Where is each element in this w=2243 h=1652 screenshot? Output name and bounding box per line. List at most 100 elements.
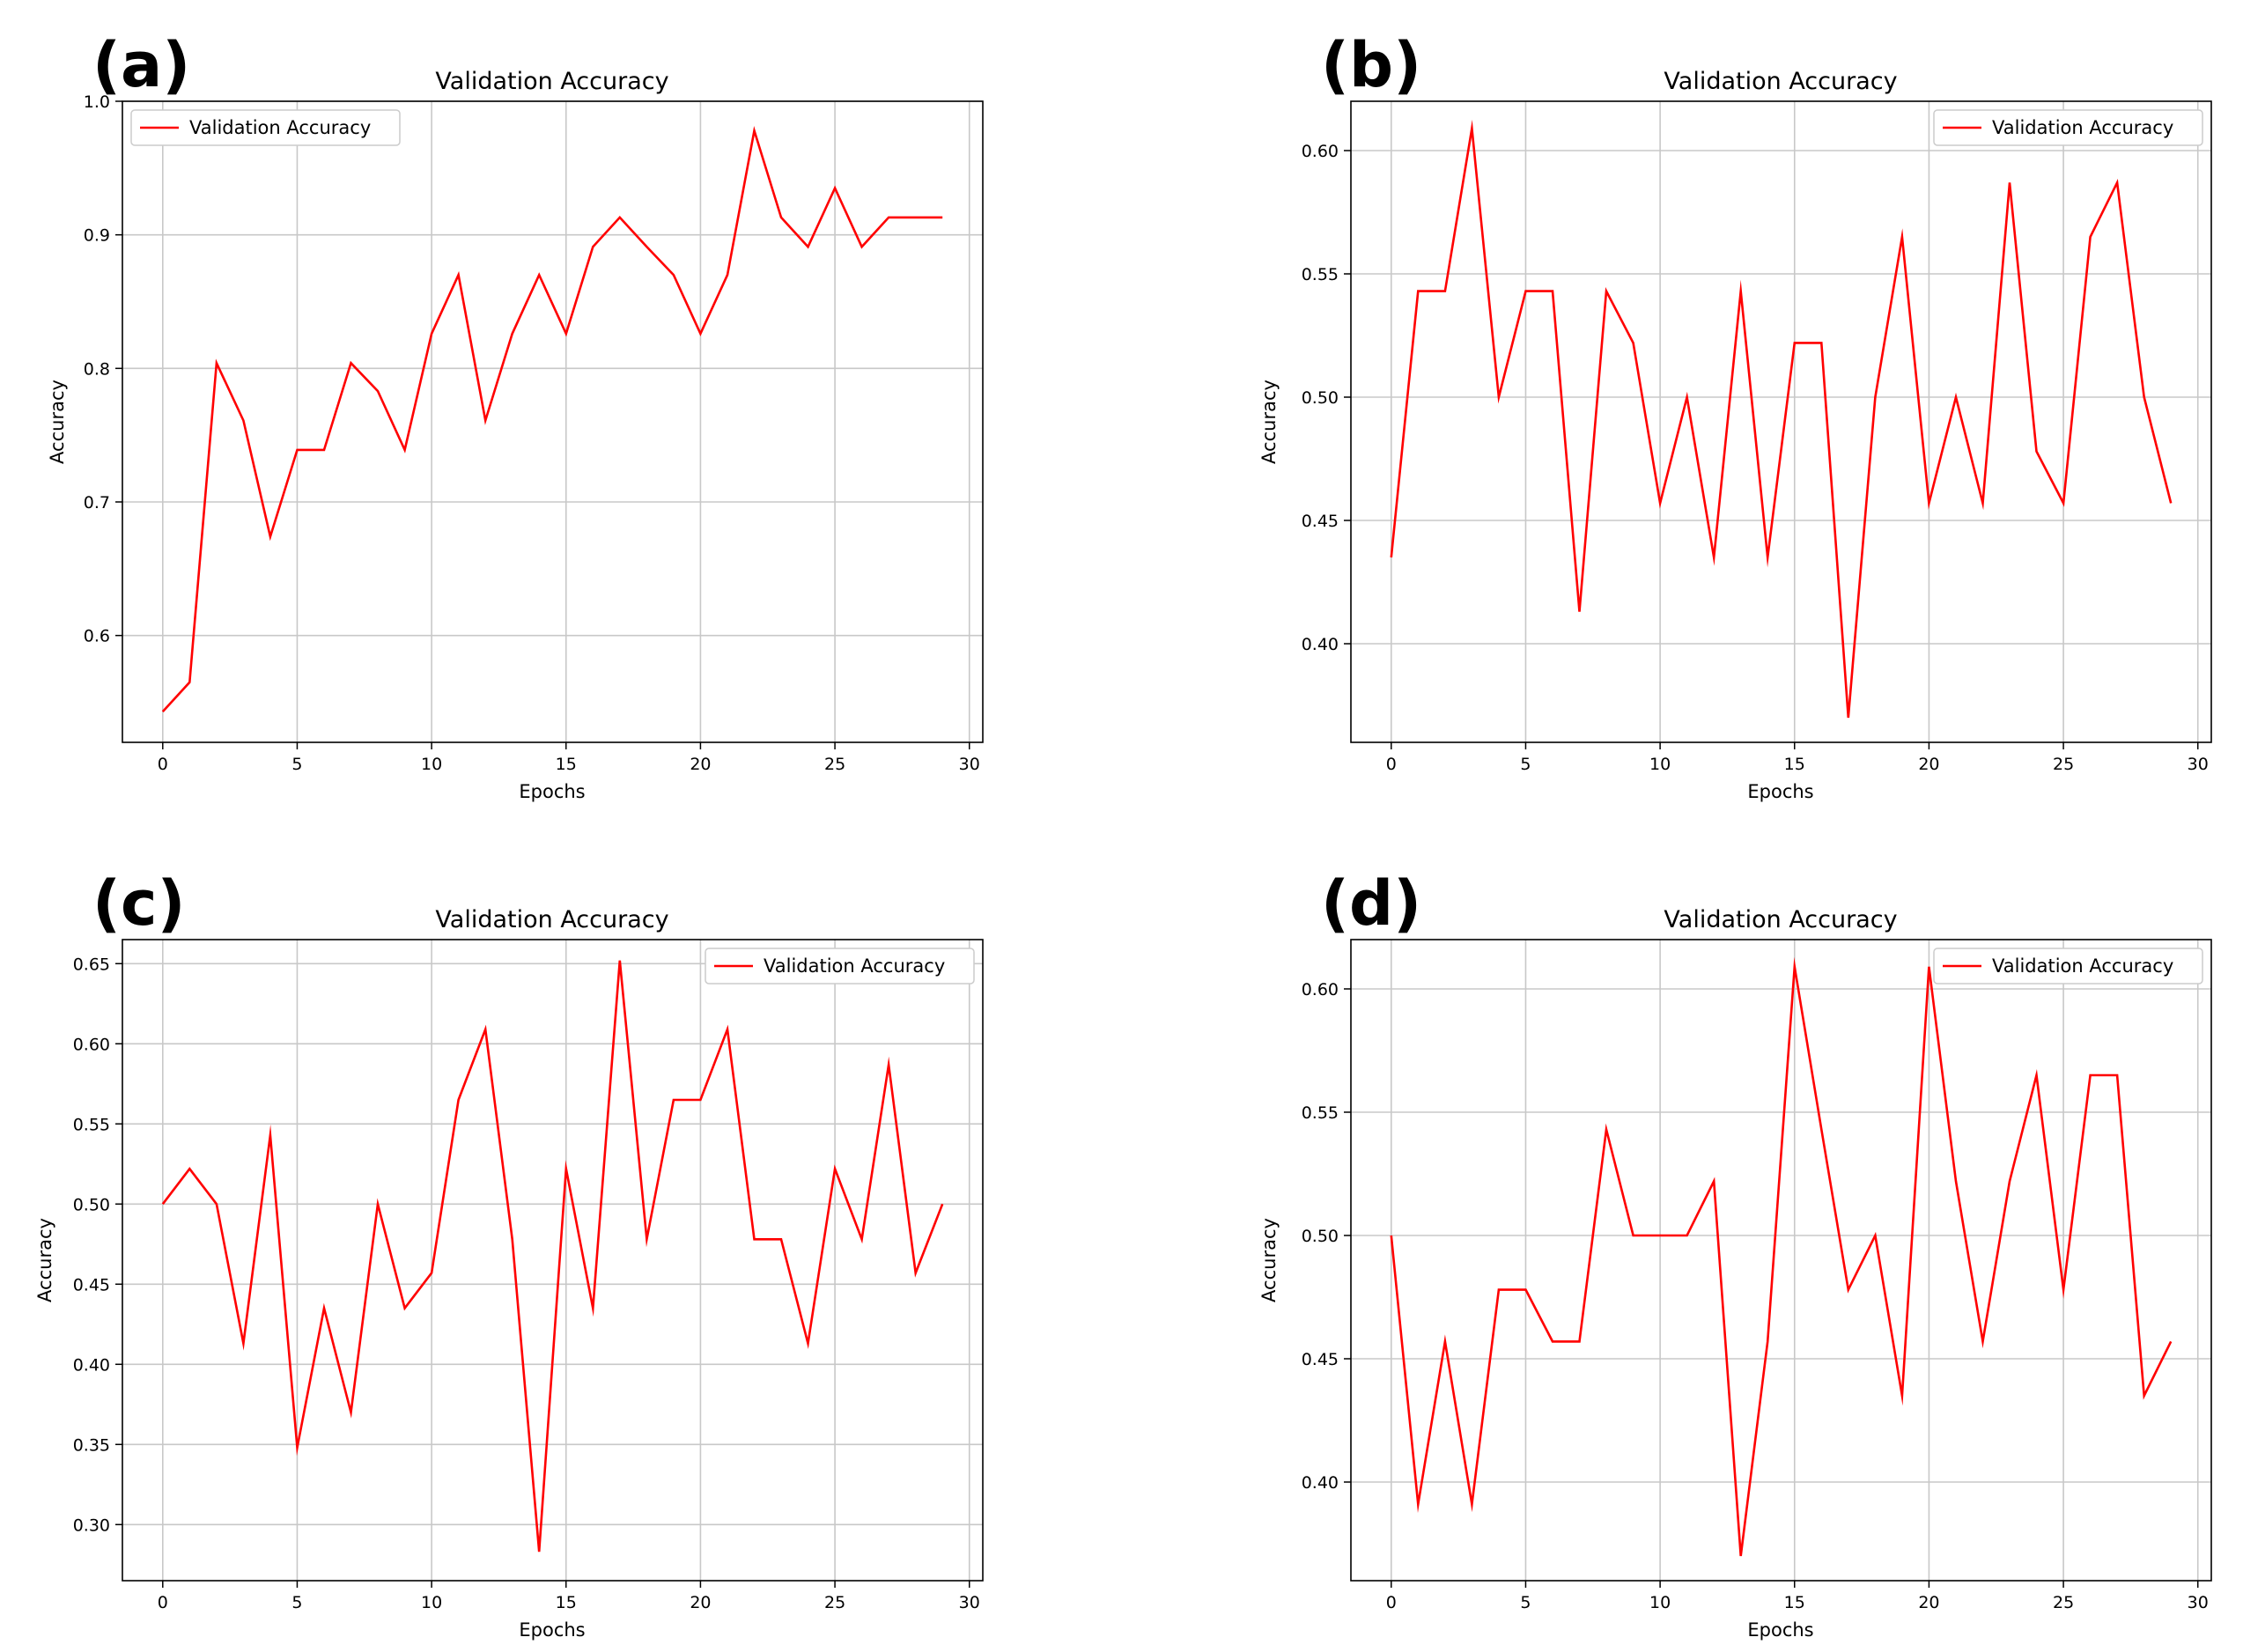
x-tick-label: 10	[421, 1593, 442, 1612]
grid-layer	[122, 940, 983, 1581]
data-layer	[1390, 956, 2173, 1557]
legend: Validation Accuracy	[705, 948, 975, 985]
x-tick-label: 30	[2188, 755, 2209, 774]
y-tick-label: 0.50	[73, 1195, 110, 1214]
chart-title: Validation Accuracy	[435, 68, 668, 95]
x-axis-label: Epochs	[1747, 781, 1813, 802]
y-tick-label: 0.8	[84, 359, 110, 379]
y-axis-label: Accuracy	[1258, 380, 1280, 464]
x-tick-label: 25	[824, 1593, 845, 1612]
y-tick-label: 0.7	[84, 493, 110, 513]
series-line-validation-accuracy	[1390, 956, 2173, 1557]
legend-label: Validation Accuracy	[764, 955, 945, 977]
data-layer	[161, 960, 944, 1552]
y-tick-label: 0.60	[1302, 980, 1339, 999]
legend-box	[1933, 948, 2203, 985]
x-tick-label: 20	[1918, 1593, 1939, 1612]
y-tick-label: 0.60	[73, 1035, 110, 1054]
legend-label: Validation Accuracy	[1992, 955, 2173, 977]
panel-d: (d) Validation Accuracy 0 5 10 15 20 25 30 0.40…	[1258, 867, 2212, 1641]
chart-title: Validation Accuracy	[435, 906, 668, 933]
plot-frame	[1350, 939, 2212, 1582]
y-tick-label: 0.60	[1302, 142, 1339, 161]
y-tick-label: 0.40	[1302, 635, 1339, 654]
y-tick-label: 0.6	[84, 627, 110, 646]
x-tick-label: 5	[1520, 755, 1531, 774]
y-axis-label: Accuracy	[47, 380, 68, 464]
x-tick-label: 15	[1784, 1593, 1805, 1612]
x-tick-label: 20	[690, 755, 711, 774]
data-layer	[161, 125, 943, 712]
y-tick-label: 0.35	[73, 1435, 110, 1455]
legend-box	[705, 948, 975, 985]
panel-label: (b)	[1321, 29, 1421, 101]
x-tick-label: 20	[690, 1593, 711, 1612]
panel-a: (a) Validation Accuracy 0 5 10 15 20 25 300.60…	[47, 29, 984, 802]
tick-layer: 0 5 10 15 20 25 30 0.6 0.7 0.8 0.9 1.0	[84, 92, 980, 774]
x-tick-label: 25	[824, 755, 845, 774]
legend-box	[1933, 109, 2203, 146]
x-tick-label: 10	[421, 755, 442, 774]
tick-layer: 0 5 10 15 20 25 30 0.40 0.45 0.50 0.55 0.60	[1302, 980, 2209, 1612]
panel-label: (c)	[92, 867, 185, 940]
x-tick-label: 5	[1520, 1593, 1531, 1612]
grid-layer	[1351, 940, 2211, 1581]
y-tick-label: 0.9	[84, 226, 110, 246]
x-tick-label: 0	[1386, 755, 1397, 774]
x-tick-label: 30	[2188, 1593, 2209, 1612]
series-line-validation-accuracy	[161, 960, 944, 1552]
y-axis-label: Accuracy	[34, 1218, 55, 1302]
x-axis-label: Epochs	[1747, 1619, 1813, 1641]
x-tick-label: 30	[959, 755, 980, 774]
y-tick-label: 0.50	[1302, 1227, 1339, 1246]
y-tick-label: 0.50	[1302, 388, 1339, 408]
x-axis-label: Epochs	[519, 781, 585, 802]
panel-c: (c) Validation Accuracy 0 5 10 15 20 25 30 0.30…	[34, 867, 984, 1641]
x-tick-label: 10	[1649, 1593, 1671, 1612]
panel-label: (d)	[1321, 867, 1421, 940]
y-tick-label: 0.55	[1302, 1103, 1339, 1123]
y-tick-label: 0.40	[73, 1355, 110, 1375]
legend-label: Validation Accuracy	[189, 117, 371, 138]
plot-frame	[1350, 100, 2212, 743]
data-layer	[1390, 119, 2173, 719]
x-tick-label: 15	[1784, 755, 1805, 774]
x-tick-label: 5	[291, 755, 302, 774]
panel-b: (b) Validation Accuracy 0 5 10 15 20 25 30 0.40…	[1258, 29, 2212, 802]
grid-layer	[122, 100, 983, 742]
y-tick-label: 0.55	[1302, 265, 1339, 284]
x-tick-label: 0	[1386, 1593, 1397, 1612]
legend-label: Validation Accuracy	[1992, 117, 2173, 138]
y-tick-label: 0.55	[73, 1115, 110, 1134]
tick-layer: 0 5 10 15 20 25 30 0.40 0.45 0.50 0.55 0.60	[1302, 142, 2209, 774]
x-tick-label: 15	[556, 755, 577, 774]
legend-box	[130, 109, 401, 146]
y-axis-label: Accuracy	[1258, 1218, 1280, 1302]
plot-frame	[122, 939, 984, 1582]
panel-label: (a)	[92, 29, 190, 101]
x-tick-label: 30	[959, 1593, 980, 1612]
legend: Validation Accuracy	[1933, 948, 2203, 985]
y-tick-label: 0.30	[73, 1516, 110, 1535]
chart-title: Validation Accuracy	[1664, 906, 1897, 933]
series-line-validation-accuracy	[1390, 119, 2173, 719]
y-tick-label: 0.45	[1302, 1350, 1339, 1369]
x-tick-label: 0	[158, 1593, 168, 1612]
plot-frame	[122, 100, 984, 743]
legend: Validation Accuracy	[130, 109, 401, 146]
x-tick-label: 5	[291, 1593, 302, 1612]
x-tick-label: 25	[2053, 755, 2074, 774]
y-tick-label: 0.65	[73, 955, 110, 974]
y-tick-label: 0.45	[1302, 512, 1339, 531]
series-line-validation-accuracy	[161, 125, 943, 712]
y-tick-label: 1.0	[84, 92, 110, 112]
x-axis-label: Epochs	[519, 1619, 585, 1641]
y-tick-label: 0.45	[73, 1275, 110, 1294]
x-tick-label: 10	[1649, 755, 1671, 774]
chart-title: Validation Accuracy	[1664, 68, 1897, 95]
x-tick-label: 20	[1918, 755, 1939, 774]
grid-layer	[1351, 101, 2211, 742]
tick-layer: 0 5 10 15 20 25 30 0.30 0.35 0.40 0.45 0.50 0.55 0.60…	[73, 955, 980, 1612]
y-tick-label: 0.40	[1302, 1473, 1339, 1493]
